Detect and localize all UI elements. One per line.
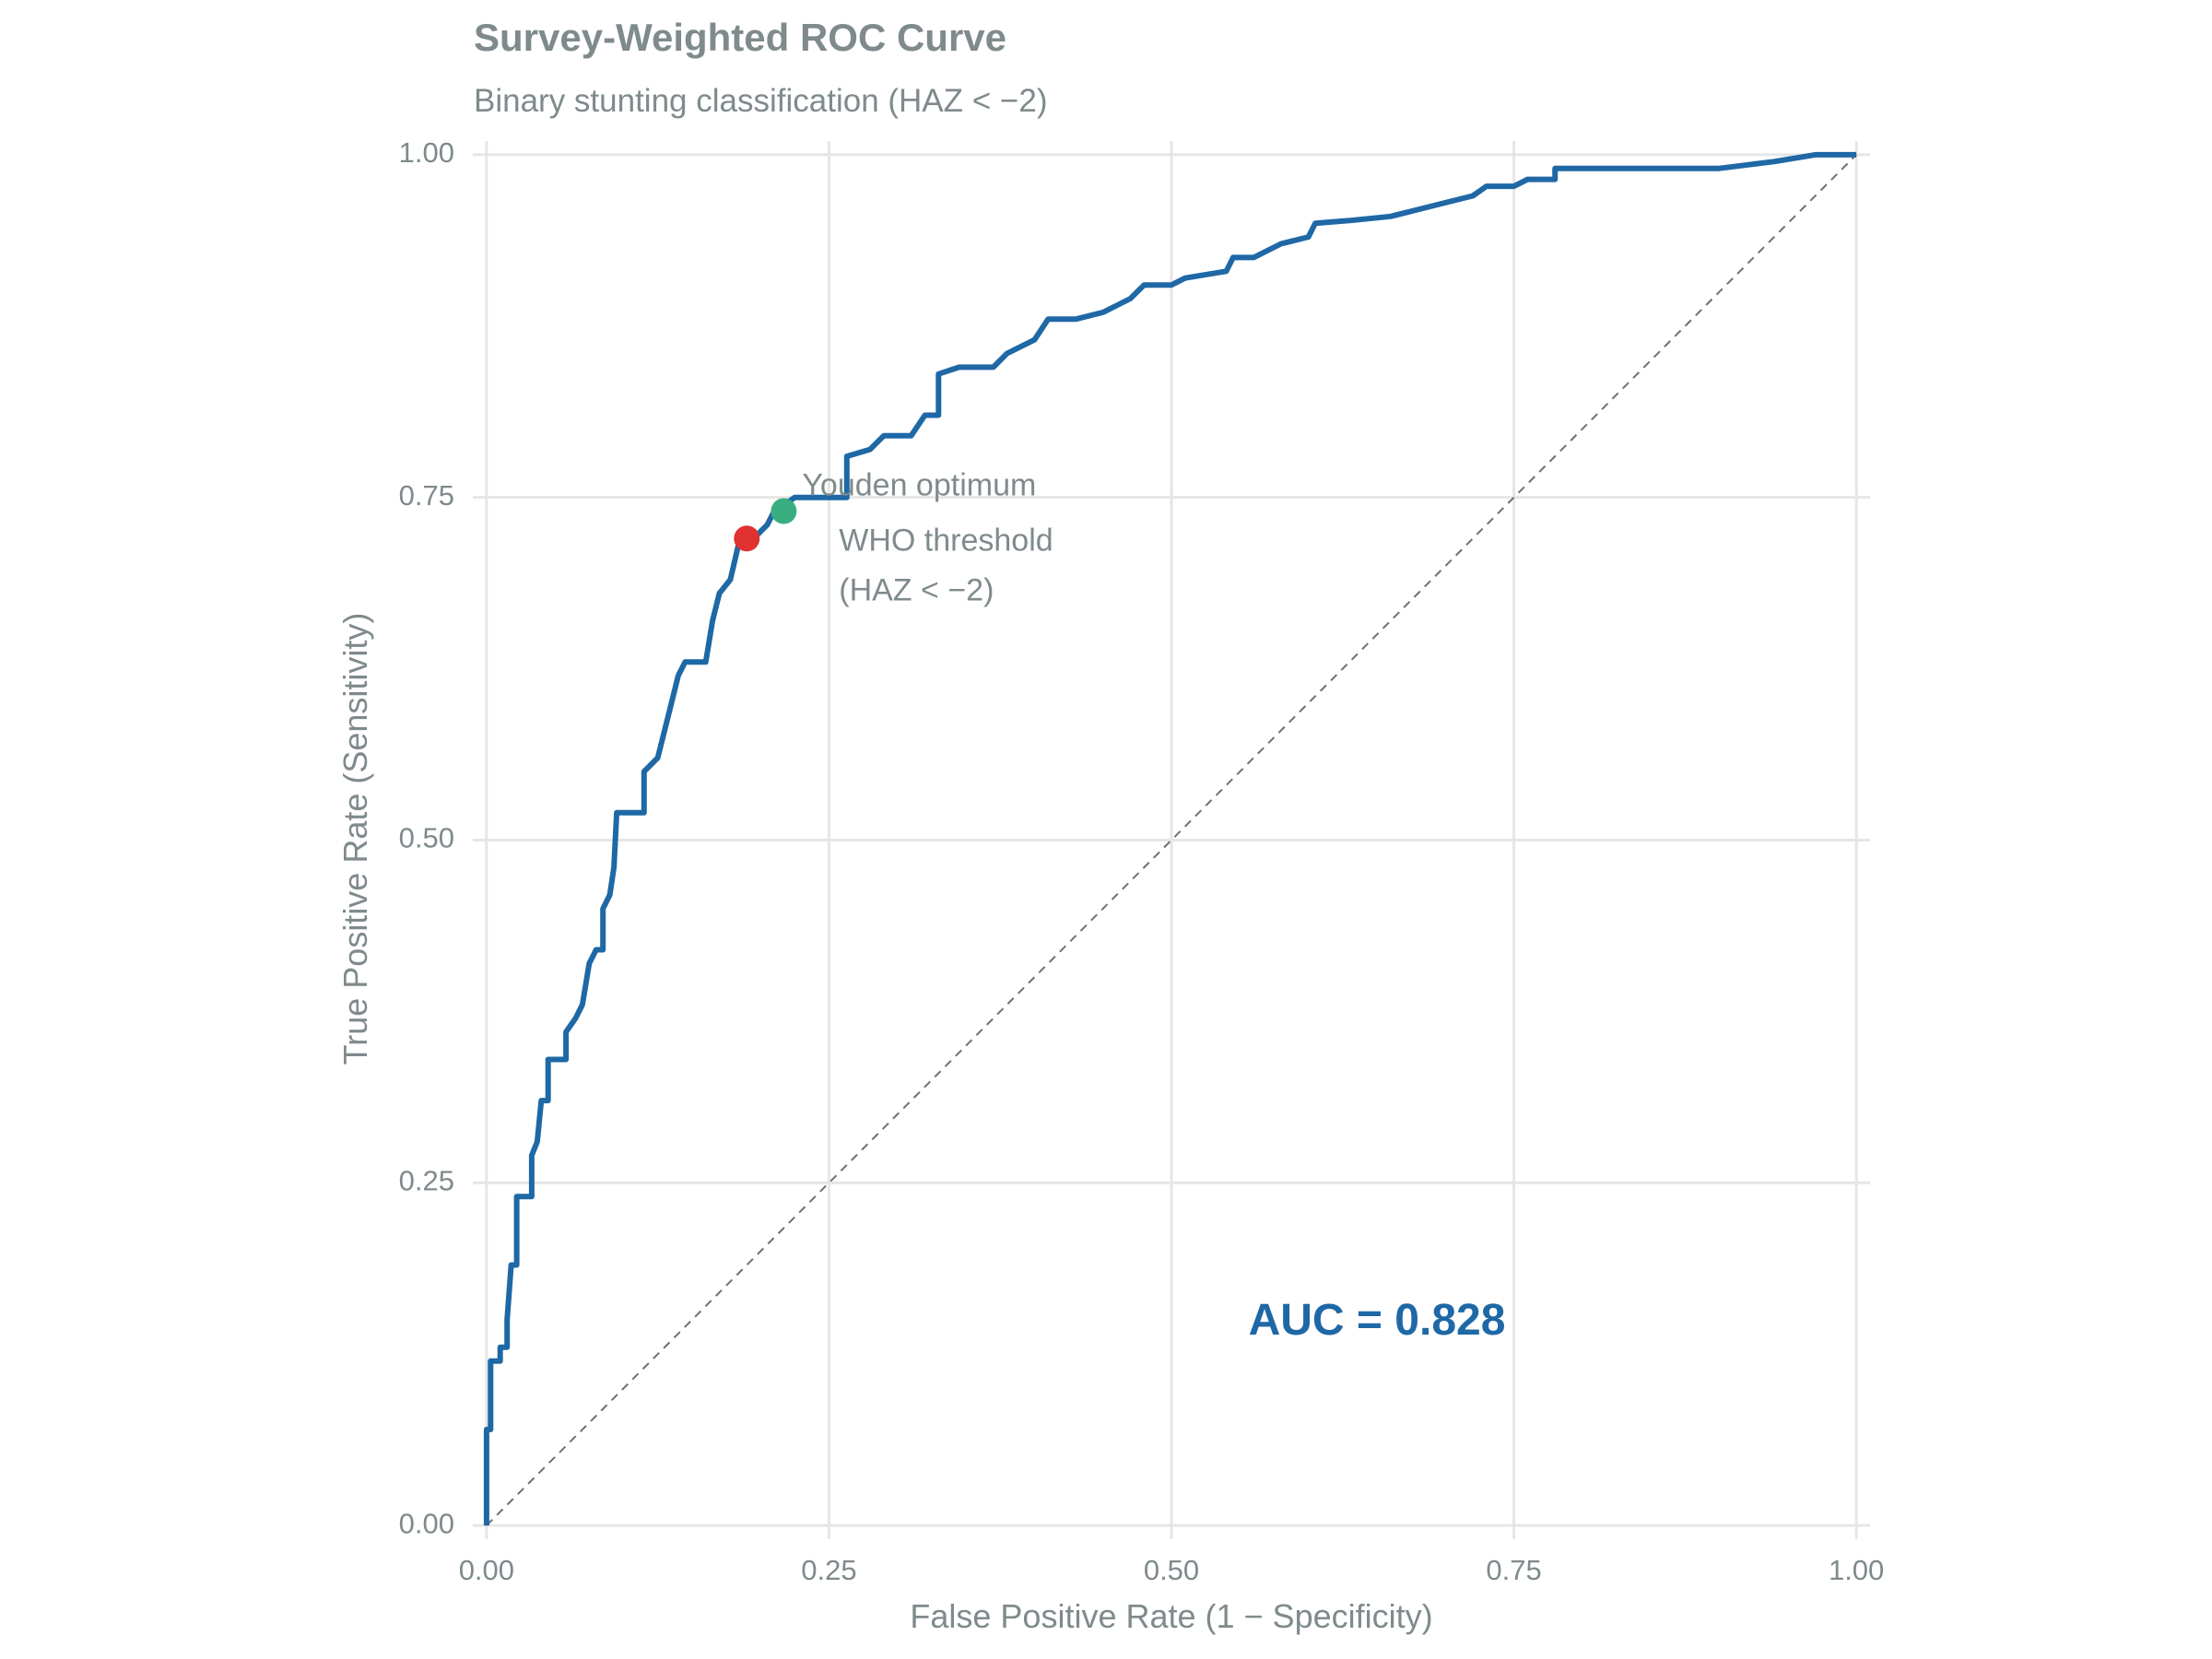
- y-tick-label: 0.75: [399, 479, 454, 512]
- point-annotation: Youden optimum: [802, 468, 1036, 503]
- x-tick-label: 0.75: [1486, 1554, 1541, 1586]
- point-annotation: (HAZ < −2): [839, 572, 994, 607]
- threshold-point: [734, 525, 760, 552]
- x-tick-label: 0.00: [459, 1554, 514, 1586]
- x-tick-label: 0.25: [801, 1554, 856, 1586]
- y-axis-title: True Positive Rate (Sensitivity): [336, 613, 374, 1065]
- reference-line: [486, 154, 1857, 1526]
- x-tick-label: 1.00: [1829, 1554, 1884, 1586]
- chart-subtitle: Binary stunting classification (HAZ < −2…: [474, 83, 1047, 119]
- threshold-point: [771, 498, 797, 524]
- x-axis-title: False Positive Rate (1 − Specificity): [910, 1597, 1432, 1635]
- x-tick-label: 0.50: [1144, 1554, 1199, 1586]
- chart-title: Survey-Weighted ROC Curve: [474, 16, 1006, 59]
- auc-label: AUC = 0.828: [1249, 1296, 1506, 1345]
- y-tick-label: 0.50: [399, 822, 454, 854]
- point-annotation: WHO threshold: [839, 523, 1053, 558]
- y-tick-label: 1.00: [399, 136, 454, 169]
- y-tick-label: 0.25: [399, 1165, 454, 1197]
- y-tick-label: 0.00: [399, 1507, 454, 1539]
- roc-curve: [483, 151, 1857, 1526]
